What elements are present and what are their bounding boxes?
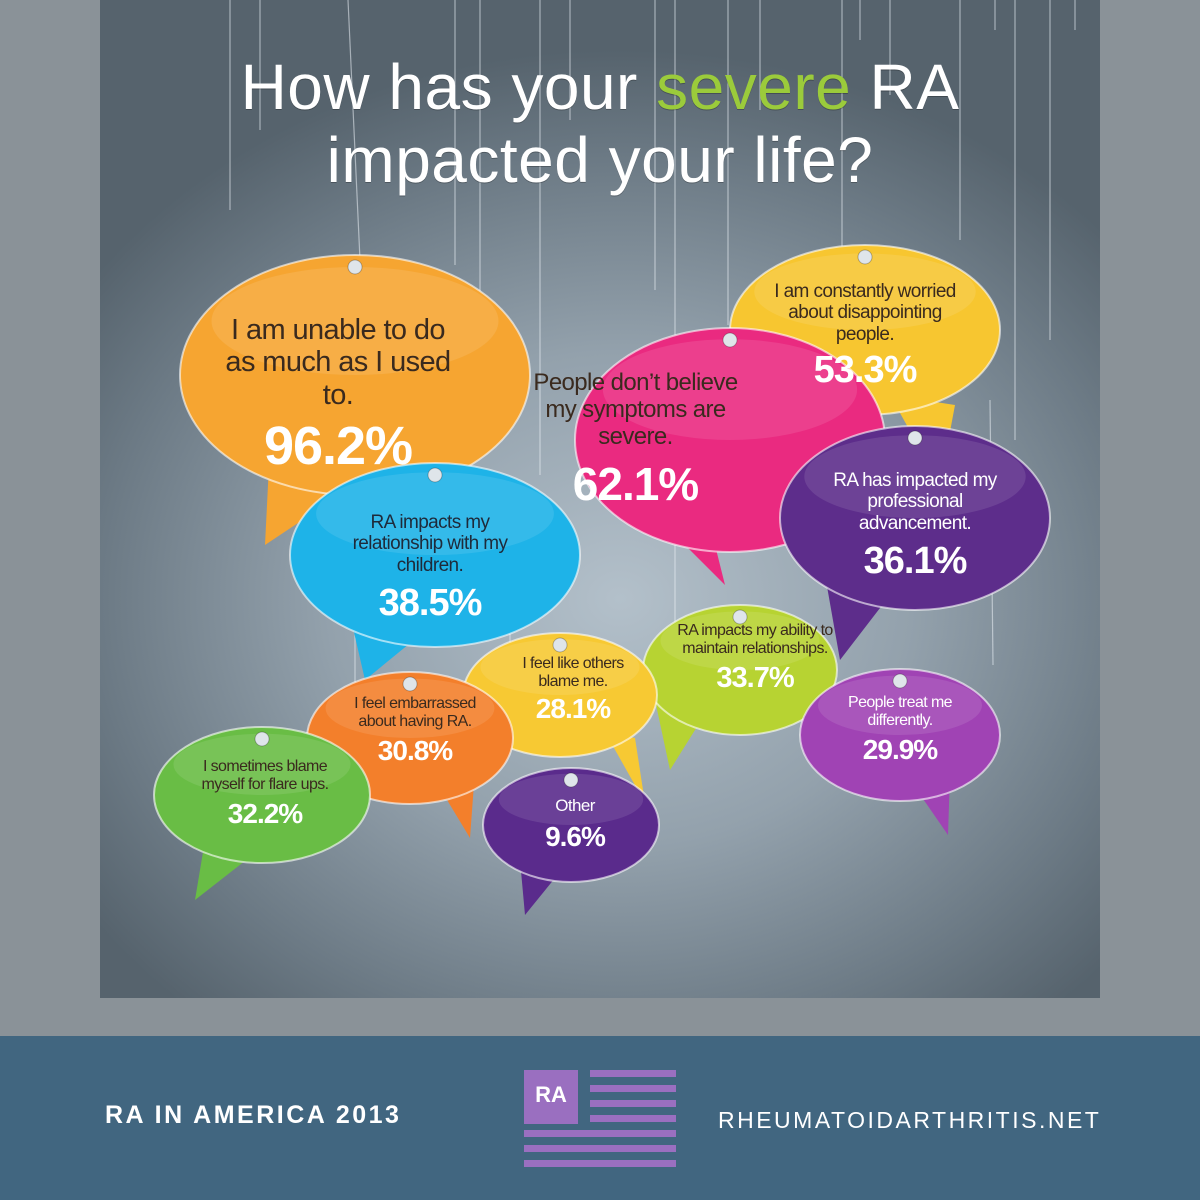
bubble-embarrassed-text: I feel embarrassed about having RA. 30.8… — [340, 695, 490, 767]
speech-bubble-highlight — [602, 339, 858, 440]
bubble-professional-text: RA has impacted my professional advancem… — [810, 470, 1020, 583]
speech-bubble-highlight — [818, 675, 982, 735]
bubble-unable-percent: 96.2% — [263, 416, 413, 477]
infographic-poster: How has your severe RA impacted your lif… — [100, 0, 1100, 998]
hang-hole — [722, 332, 738, 348]
bubble-unable-statement: I am unable to do as much as I used to. — [225, 314, 451, 411]
bubble-disappointing-percent: 53.3% — [813, 348, 918, 391]
speech-bubble-body — [482, 767, 660, 883]
bubble-believe-percent: 62.1% — [572, 457, 699, 510]
speech-bubble-highlight — [325, 678, 495, 738]
ra-logo-text: RA — [535, 1082, 567, 1107]
speech-bubble-treat — [799, 668, 1001, 835]
bubble-other-statement: Other — [555, 796, 595, 815]
bubble-blame-self-statement: I sometimes blame myself for flare ups. — [201, 758, 329, 793]
speech-bubble-highlight — [480, 639, 640, 695]
hang-hole — [402, 676, 418, 692]
hang-hole — [563, 772, 579, 788]
hang-hole — [907, 430, 923, 446]
bubble-blame-self-percent: 32.2% — [227, 797, 303, 829]
ra-logo-badge: RA — [524, 1070, 578, 1124]
speech-bubble-highlight — [316, 472, 554, 555]
bubble-treat-percent: 29.9% — [862, 733, 938, 765]
hang-hole — [552, 637, 568, 653]
headline-text-start: How has your — [240, 51, 638, 123]
logo-stripe — [590, 1085, 676, 1092]
footer-website: RHEUMATOIDARTHRITIS.NET — [718, 1107, 1102, 1133]
bubble-children-text: RA impacts my relationship with my child… — [325, 512, 535, 625]
bubble-children-percent: 38.5% — [378, 581, 483, 624]
speech-bubble-body — [779, 425, 1051, 611]
bubble-treat-text: People treat me differently. 29.9% — [830, 694, 970, 766]
bubble-professional-statement: RA has impacted my professional advancem… — [833, 470, 997, 534]
speech-bubble-other — [482, 767, 660, 915]
bubble-other-text: Other 9.6% — [520, 796, 630, 853]
hang-hole — [857, 249, 873, 265]
hang-hole — [254, 731, 270, 747]
bubble-children-statement: RA impacts my relationship with my child… — [352, 512, 508, 576]
headline-accent-word: severe — [656, 51, 852, 123]
ra-logo: RA — [524, 1070, 676, 1168]
logo-stripe — [590, 1100, 676, 1107]
speech-bubble-maintain — [642, 604, 838, 770]
speech-bubble-highlight — [211, 267, 499, 375]
bubble-blame-others-text: I feel like others blame me. 28.1% — [508, 655, 638, 725]
speech-bubble-children — [289, 462, 581, 680]
headline-line-1: How has your severe RA — [100, 55, 1100, 119]
bubble-professional-percent: 36.1% — [863, 539, 968, 582]
speech-bubble-professional — [779, 425, 1051, 660]
speech-bubbles — [153, 244, 1051, 915]
bubble-blame-others-statement: I feel like others blame me. — [522, 655, 624, 690]
speech-bubble-highlight — [754, 253, 976, 330]
bubble-maintain-text: RA impacts my ability to maintain relati… — [675, 622, 835, 695]
hang-hole — [732, 609, 748, 625]
speech-bubble-body — [799, 668, 1001, 802]
headline-text-end: RA — [869, 51, 960, 123]
speech-bubble-body — [289, 462, 581, 648]
hang-hole — [427, 467, 443, 483]
bubble-treat-statement: People treat me differently. — [848, 694, 953, 729]
bubble-embarrassed-statement: I feel embarrassed about having RA. — [354, 695, 476, 730]
hang-hole — [347, 259, 363, 275]
bubble-maintain-statement: RA impacts my ability to maintain relati… — [677, 622, 833, 657]
bubble-believe-text: People don’t believe my symptoms are sev… — [518, 369, 753, 511]
logo-stripe — [524, 1160, 676, 1167]
bubble-disappointing-statement: I am constantly worried about disappoint… — [774, 281, 956, 345]
bubble-unable-text: I am unable to do as much as I used to. … — [218, 314, 458, 477]
speech-bubble-highlight — [804, 435, 1026, 518]
bubble-maintain-percent: 33.7% — [716, 661, 794, 694]
headline-line-2: impacted your life? — [326, 124, 874, 196]
footer-campaign-title: RA IN AMERICA 2013 — [105, 1101, 402, 1129]
bubble-embarrassed-percent: 30.8% — [377, 734, 453, 766]
bubble-believe-statement: People don’t believe my symptoms are sev… — [533, 369, 738, 450]
speech-bubble-highlight — [498, 773, 644, 825]
bubble-other-percent: 9.6% — [545, 821, 606, 853]
logo-stripe — [590, 1115, 676, 1122]
bubble-blame-self-text: I sometimes blame myself for flare ups. … — [185, 758, 345, 830]
logo-stripe — [590, 1070, 676, 1077]
hang-hole — [892, 673, 908, 689]
bubble-disappointing-text: I am constantly worried about disappoint… — [765, 281, 965, 392]
speech-bubble-highlight — [173, 733, 351, 796]
logo-stripe — [524, 1130, 676, 1137]
speech-bubble-blame-self — [153, 726, 371, 900]
hanging-string — [347, 0, 361, 261]
speech-bubble-body — [153, 726, 371, 864]
speech-bubble-highlight — [660, 611, 820, 670]
bubble-blame-others-percent: 28.1% — [535, 692, 611, 724]
logo-stripe — [524, 1145, 676, 1152]
